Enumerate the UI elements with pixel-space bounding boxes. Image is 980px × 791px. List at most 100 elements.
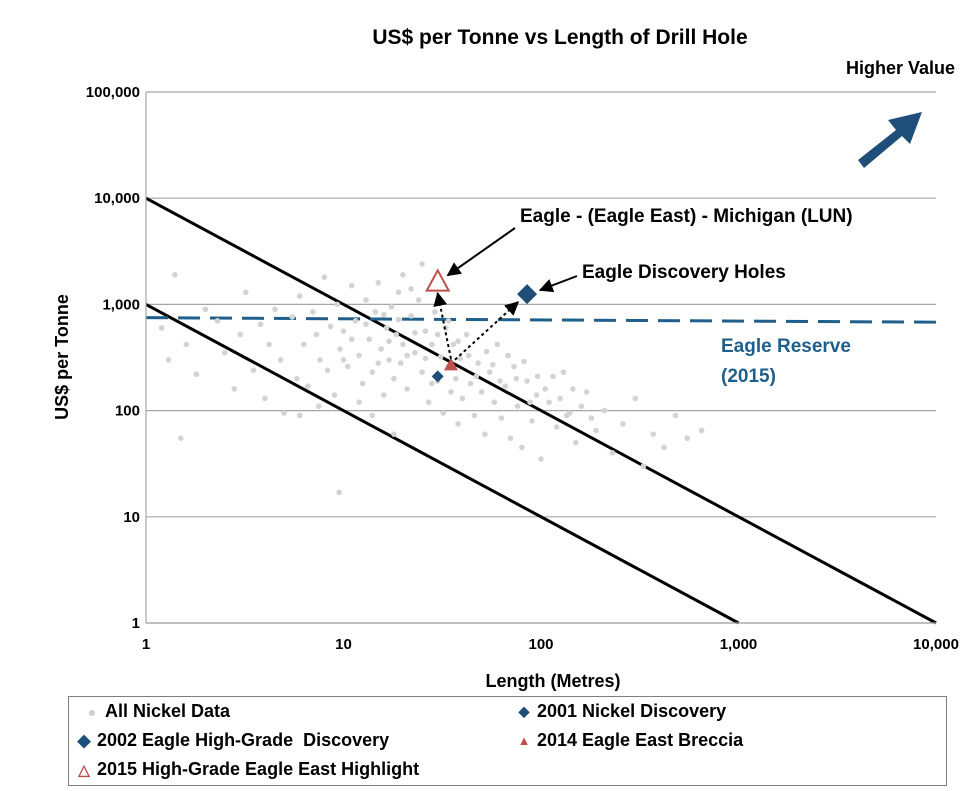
higher-value-label: Higher Value	[846, 58, 955, 78]
nickel-data-point	[570, 386, 576, 392]
nickel-data-point	[221, 350, 228, 356]
nickel-data-point	[640, 463, 647, 469]
nickel-data-point	[183, 341, 190, 348]
nickel-data-point	[317, 357, 323, 363]
nickel-data-point	[391, 431, 397, 437]
nickel-data-point	[395, 316, 402, 323]
legend: ● All Nickel Data ◆ 2001 Nickel Discover…	[68, 696, 947, 786]
nickel-data-point	[620, 421, 626, 427]
nickel-data-point	[296, 412, 303, 419]
nickel-data-point	[395, 289, 402, 296]
nickel-data-point	[408, 313, 414, 319]
nickel-data-point	[519, 444, 525, 451]
nickel-data-point	[450, 341, 457, 348]
nickel-data-point	[498, 415, 505, 421]
nickel-data-point	[334, 301, 341, 308]
nickel-data-point	[534, 373, 541, 380]
legend-label: 2002 Eagle High-Grade Discovery	[97, 730, 390, 750]
nickel-data-point	[494, 341, 500, 348]
legend-item-2001-nickel-discovery: ◆ 2001 Nickel Discovery	[515, 701, 727, 722]
legend-diamond-icon: ◆	[518, 703, 530, 719]
nickel-data-point	[202, 306, 209, 313]
nickel-data-point	[419, 369, 425, 375]
nickel-data-point	[437, 354, 444, 360]
nickel-data-point	[473, 373, 480, 380]
nickel-data-point	[408, 286, 414, 292]
legend-label: 2001 Nickel Discovery	[537, 701, 727, 721]
y-tick-label: 100	[115, 403, 140, 420]
nickel-data-point	[448, 389, 454, 395]
nickel-data-point	[352, 318, 359, 324]
nickel-data-point	[507, 435, 514, 441]
nickel-data-point	[422, 328, 429, 334]
nickel-data-point	[478, 389, 485, 395]
nickel-data-point	[348, 282, 355, 289]
nickel-data-point	[310, 309, 316, 315]
nickel-data-point	[386, 357, 392, 363]
nickel-data-point	[588, 415, 595, 421]
callout-arrow-discovery-holes	[538, 275, 578, 293]
nickel-data-point	[455, 338, 461, 345]
nickel-data-point	[281, 410, 287, 416]
nickel-data-point	[553, 424, 560, 430]
legend-dot-icon: ●	[87, 703, 97, 720]
data-points	[158, 261, 705, 496]
nickel-data-point	[475, 360, 481, 366]
chart: 1 10 100 1,000 10,000 100,000 1 10 100 1,000 10,00…	[52, 26, 959, 691]
nickel-data-point	[491, 399, 498, 405]
nickel-data-point	[257, 321, 264, 328]
higher-value-arrow-icon	[858, 112, 922, 168]
nickel-data-point	[542, 386, 548, 392]
chart-title: US$ per Tonne vs Length of Drill Hole	[372, 26, 747, 49]
nickel-data-point	[237, 331, 244, 338]
nickel-data-point	[698, 427, 705, 434]
chart-labels: 1 10 100 1,000 10,000 100,000 1 10 100 1,000 10,00…	[52, 26, 959, 691]
legend-item-2014-eagle-east-breccia: ▲ 2014 Eagle East Breccia	[515, 730, 744, 751]
nickel-data-point	[459, 395, 466, 402]
nickel-data-point	[321, 274, 328, 281]
nickel-data-point	[386, 338, 392, 345]
nickel-data-point	[455, 421, 461, 427]
x-tick-label: 10,000	[913, 636, 959, 653]
nickel-data-point	[316, 403, 322, 410]
dotted-arrow-to-highlight	[433, 291, 452, 359]
nickel-data-point	[502, 383, 509, 389]
annotation-arrows	[433, 112, 922, 361]
nickel-data-point	[419, 261, 425, 267]
eagle-lun-label: Eagle - (Eagle East) - Michigan (LUN)	[520, 206, 853, 227]
nickel-data-point	[650, 431, 657, 437]
nickel-data-point	[158, 325, 165, 331]
nickel-data-point	[560, 369, 567, 375]
nickel-data-point	[313, 331, 320, 338]
nickel-discovery-2001-point	[431, 370, 444, 383]
nickel-data-point	[372, 309, 379, 315]
nickel-data-point	[289, 314, 296, 320]
nickel-data-point	[363, 321, 369, 328]
nickel-data-point	[301, 341, 307, 348]
nickel-data-point	[471, 412, 478, 419]
nickel-data-point	[296, 293, 303, 299]
legend-item-2015-high-grade-eagle-east-highlight: △ 2015 High-Grade Eagle East Highlight	[75, 759, 419, 780]
y-tick-label: 10,000	[94, 190, 140, 207]
nickel-data-point	[293, 375, 300, 382]
y-tick-label: 100,000	[86, 84, 140, 101]
nickel-data-point	[336, 489, 342, 496]
nickel-data-point	[404, 386, 410, 392]
nickel-data-point	[331, 392, 338, 398]
nickel-data-point	[463, 331, 470, 338]
nickel-data-point	[348, 336, 355, 343]
nickel-data-point	[393, 331, 400, 338]
nickel-data-point	[422, 355, 429, 362]
nickel-data-point	[383, 325, 390, 331]
nickel-data-point	[378, 346, 384, 352]
nickel-data-point	[397, 360, 404, 366]
nickel-data-point	[177, 435, 184, 441]
eagle-discovery-holes-label: Eagle Discovery Holes	[582, 262, 786, 283]
nickel-data-point	[391, 375, 397, 382]
x-tick-label: 10	[335, 636, 352, 653]
legend-triangle-filled-icon: ▲	[517, 733, 531, 748]
nickel-data-point	[457, 355, 464, 362]
nickel-data-point	[513, 375, 520, 382]
nickel-data-point	[672, 412, 679, 419]
nickel-data-point	[486, 369, 493, 375]
